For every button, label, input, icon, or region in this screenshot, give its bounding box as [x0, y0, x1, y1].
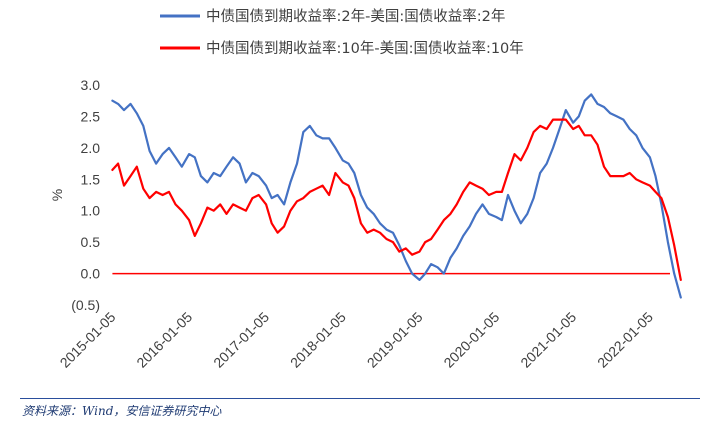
y-tick-label: 2.0 — [81, 140, 101, 156]
legend-label-series-1: 中债国债到期收益率:2年-美国:国债收益率:2年 — [206, 8, 505, 25]
y-tick-label: (0.5) — [71, 297, 100, 313]
y-tick-label: 1.0 — [81, 203, 101, 219]
source-note: 资料来源：Wind，安信证券研究中心 — [22, 404, 222, 418]
x-tick-label: 2019-01-05 — [364, 309, 426, 371]
x-tick-label: 2018-01-05 — [287, 309, 349, 371]
x-tick-label: 2016-01-05 — [133, 309, 195, 371]
source-divider — [20, 398, 700, 399]
x-tick-label: 2022-01-05 — [594, 309, 656, 371]
y-axis-label: % — [49, 189, 65, 201]
x-tick-label: 2017-01-05 — [210, 309, 272, 371]
y-tick-label: 3.0 — [81, 77, 101, 93]
plot-area — [111, 93, 682, 299]
x-tick-label: 2015-01-05 — [57, 309, 119, 371]
y-tick-label: 2.5 — [81, 108, 101, 124]
y-tick-label: 1.5 — [81, 171, 101, 187]
y-tick-label: 0.0 — [81, 266, 101, 282]
legend-label-series-2: 中债国债到期收益率:10年-美国:国债收益率:10年 — [206, 40, 524, 57]
legend: 中债国债到期收益率:2年-美国:国债收益率:2年 中债国债到期收益率:10年-美… — [160, 8, 524, 57]
series-line-1 — [111, 93, 682, 299]
x-tick-label: 2021-01-05 — [517, 309, 579, 371]
x-tick-label: 2020-01-05 — [440, 309, 502, 371]
y-tick-label: 0.5 — [81, 234, 101, 250]
series-line-2 — [111, 118, 682, 281]
